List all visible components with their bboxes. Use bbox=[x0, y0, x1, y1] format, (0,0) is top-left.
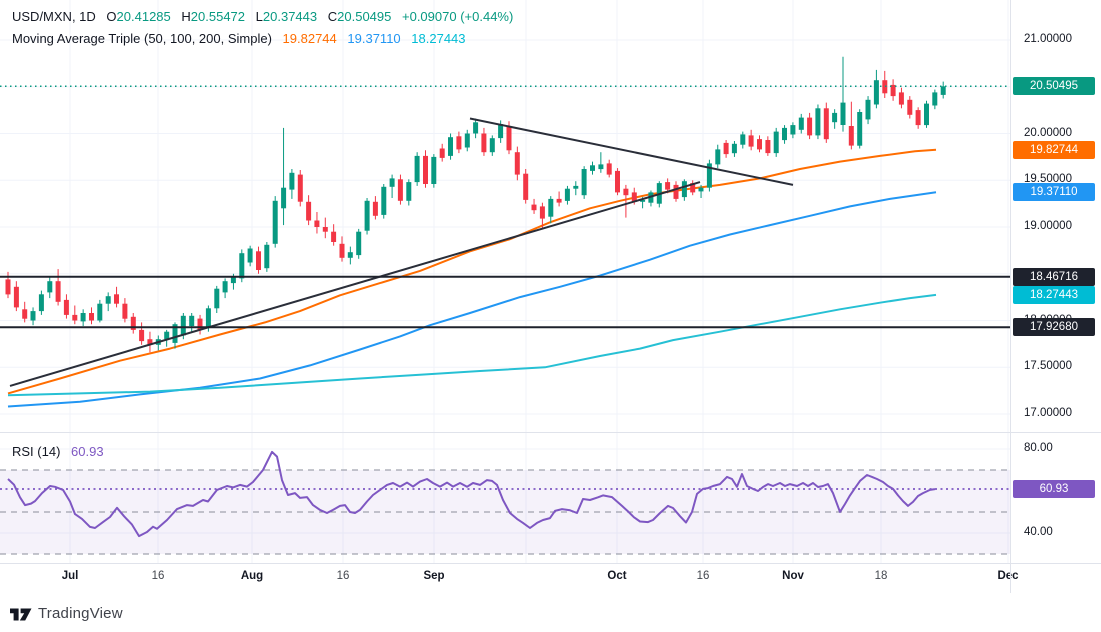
pane-divider[interactable] bbox=[0, 432, 1101, 433]
time-axis-label: Dec bbox=[997, 570, 1019, 582]
ohlc-close-label: C bbox=[327, 9, 338, 24]
time-axis-label: 16 bbox=[696, 570, 710, 582]
time-axis-label: Jul bbox=[61, 570, 79, 582]
price-axis-label: 19.50000 bbox=[1024, 173, 1072, 186]
price-axis-label: 20.00000 bbox=[1024, 126, 1072, 139]
time-axis-label: 18 bbox=[874, 570, 888, 582]
ma50-value: 19.82744 bbox=[282, 31, 337, 46]
ohlc-low-value: 20.37443 bbox=[262, 9, 318, 24]
tradingview-logo-icon bbox=[10, 605, 32, 622]
time-axis-label: Nov bbox=[782, 570, 804, 582]
ohlc-low-label: L bbox=[255, 9, 263, 24]
time-axis-label: Aug bbox=[240, 570, 264, 582]
rsi-legend-label: RSI (14) bbox=[12, 444, 61, 459]
rsi-axis-label: 80.00 bbox=[1024, 442, 1053, 454]
rsi-legend[interactable]: RSI (14) 60.93 bbox=[12, 444, 104, 459]
chart-canvas[interactable] bbox=[0, 0, 1010, 563]
ohlc-open-label: O bbox=[106, 9, 117, 24]
ma50-badge: 19.82744 bbox=[1013, 140, 1095, 159]
tradingview-name: TradingView bbox=[38, 604, 123, 622]
last-price-badge: 20.50495 bbox=[1013, 77, 1095, 96]
time-axis-label: 16 bbox=[336, 570, 350, 582]
ma-legend[interactable]: Moving Average Triple (50, 100, 200, Sim… bbox=[12, 31, 466, 46]
ma100-value: 19.37110 bbox=[347, 31, 401, 46]
ma200-badge: 18.27443 bbox=[1013, 285, 1095, 304]
rsi-axis-label: 40.00 bbox=[1024, 526, 1053, 538]
time-axis-label: Sep bbox=[423, 570, 445, 582]
change-value: +0.09070 (+0.44%) bbox=[402, 9, 514, 24]
ohlc-open-value: 20.41285 bbox=[116, 9, 171, 24]
rsi-legend-value: 60.93 bbox=[71, 444, 104, 459]
ma100-badge: 19.37110 bbox=[1013, 183, 1095, 202]
price-axis-label: 17.00000 bbox=[1024, 407, 1072, 419]
rsi-value-badge: 60.93 bbox=[1013, 480, 1095, 499]
time-axis-label: Oct bbox=[607, 570, 627, 582]
hline-upper-badge: 18.46716 bbox=[1013, 267, 1095, 286]
ma-legend-label: Moving Average Triple (50, 100, 200, Sim… bbox=[12, 31, 272, 46]
symbol-legend[interactable]: USD/MXN, 1D O20.41285 H20.55472 L20.3744… bbox=[12, 9, 513, 24]
ohlc-close-value: 20.50495 bbox=[337, 9, 392, 24]
price-axis-label: 21.00000 bbox=[1024, 33, 1072, 45]
hline-lower-badge: 17.92680 bbox=[1013, 318, 1095, 337]
ohlc-high-label: H bbox=[181, 9, 191, 24]
ma200-value: 18.27443 bbox=[411, 31, 466, 46]
tradingview-attribution[interactable]: TradingView bbox=[10, 601, 123, 625]
time-axis-border bbox=[0, 563, 1101, 564]
price-axis-label: 19.00000 bbox=[1024, 220, 1072, 232]
price-axis-border bbox=[1010, 0, 1011, 593]
ohlc-high-value: 20.55472 bbox=[190, 9, 246, 24]
symbol-title: USD/MXN, 1D bbox=[12, 9, 96, 24]
price-axis-label: 17.50000 bbox=[1024, 360, 1072, 373]
time-axis-label: 16 bbox=[151, 570, 165, 582]
